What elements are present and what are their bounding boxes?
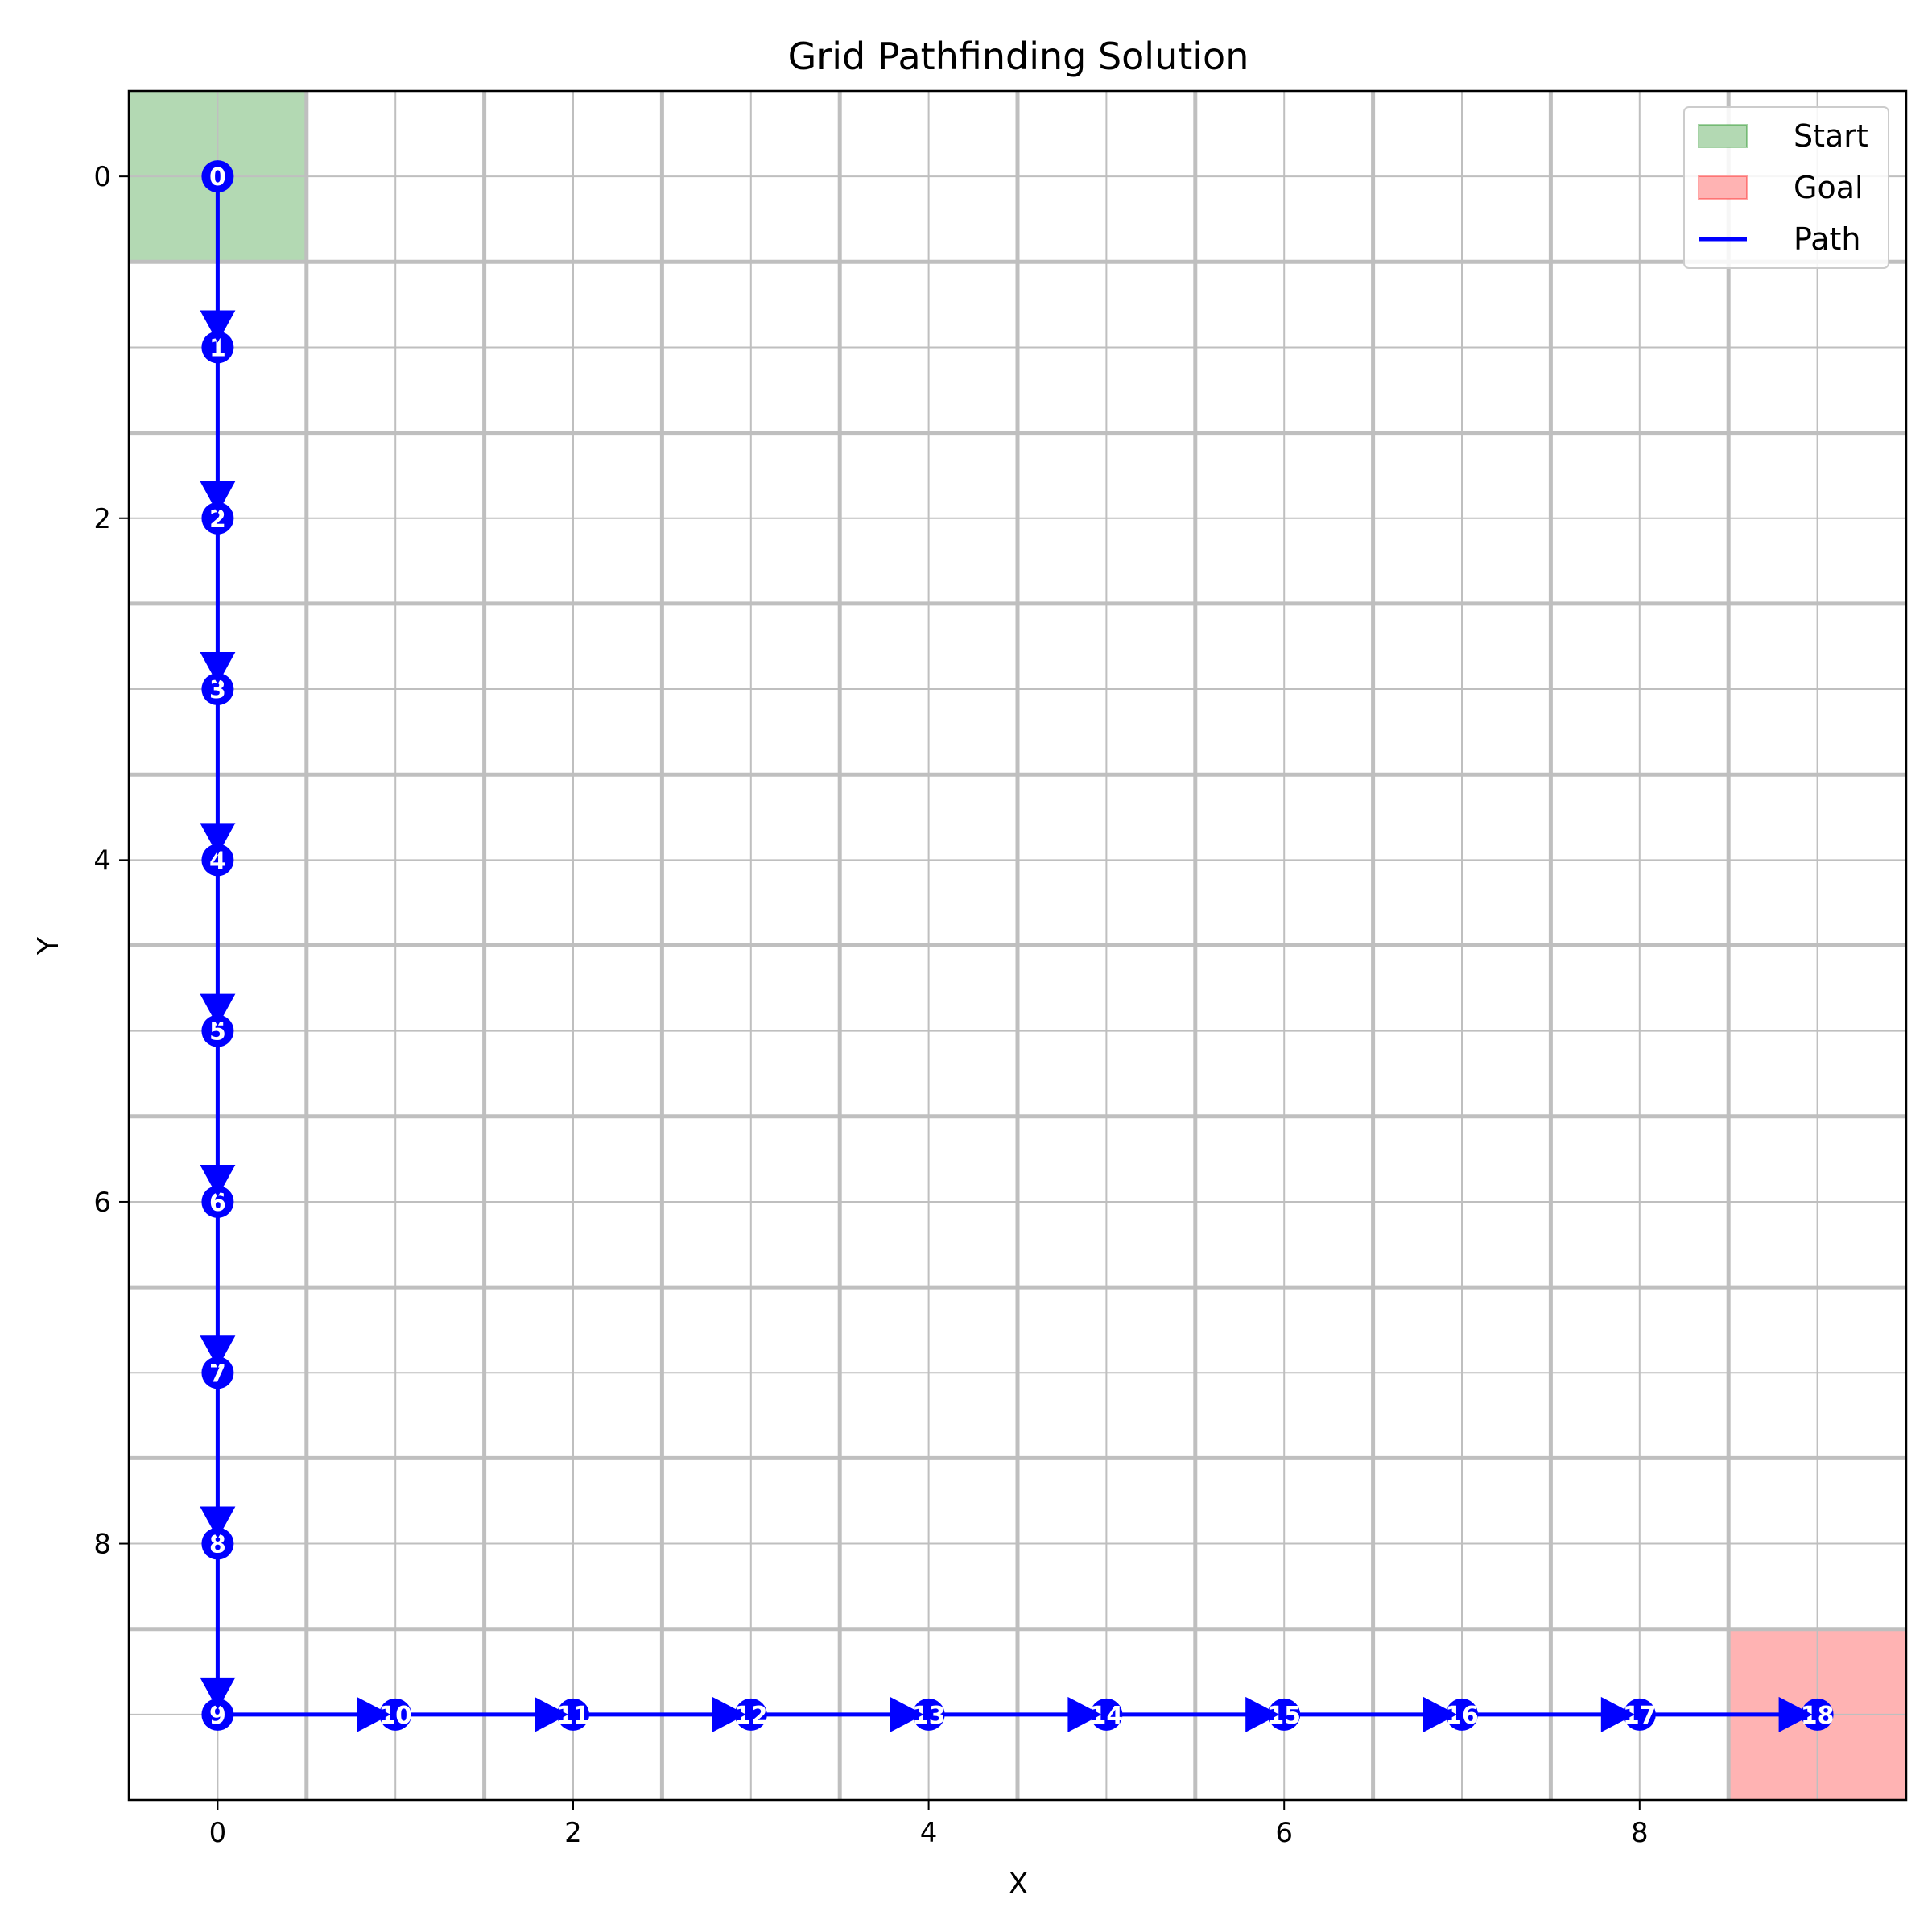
path-arrow [535,1696,568,1732]
legend-label-start: Start [1794,118,1868,154]
path-arrow [357,1696,391,1732]
x-tick-label: 2 [564,1817,582,1849]
legend: Start Goal Path [1683,106,1889,269]
path-node [201,673,234,706]
path-node-label: 9 [209,1702,226,1730]
path-arrow [1600,1696,1635,1732]
y-tick-label: 2 [93,503,111,535]
path-arrow [890,1696,924,1732]
path-arrow [1067,1696,1102,1732]
path-node-label: 2 [209,506,226,534]
path-node [201,1356,234,1389]
path-node-label: 4 [209,847,226,875]
path-node [201,160,234,193]
y-tick-label: 8 [93,1529,111,1561]
path-node-label: 5 [209,1018,226,1046]
path-node [557,1698,589,1731]
legend-swatch-start [1698,124,1748,148]
path-arrow [712,1696,746,1732]
y-axis-label: Y [32,936,65,956]
path-node-label: 0 [209,163,226,192]
path-arrow [1423,1696,1457,1732]
legend-swatch-goal [1698,175,1748,200]
path-node [379,1698,412,1731]
path-node-label: 6 [209,1189,226,1217]
path-arrow [200,1677,236,1710]
legend-label-path: Path [1794,221,1860,257]
path-arrow [200,1335,236,1368]
path-node [201,1527,234,1560]
plot-frame [127,89,1908,1802]
path-node [1801,1698,1834,1731]
y-tick-label: 6 [93,1187,111,1219]
path-arrow [200,993,236,1026]
path-arrow [200,1164,236,1197]
path-arrow [200,1506,236,1539]
path-node-label: 3 [209,676,226,704]
y-tick-label: 4 [93,844,111,877]
path-node-label: 7 [209,1360,226,1388]
path-node-label: 1 [209,334,226,362]
path-arrow [200,652,236,685]
chart-title: Grid Pathfinding Solution [788,35,1249,78]
x-tick-label: 6 [1275,1817,1293,1849]
y-tick-label: 0 [93,161,111,193]
x-tick-label: 8 [1631,1817,1649,1849]
path-arrow [1778,1696,1813,1732]
path-node [201,502,234,535]
path-node [734,1698,767,1731]
path-node [1623,1698,1656,1731]
path-node [1268,1698,1301,1731]
path-node-label: 8 [209,1531,226,1559]
path-arrow [200,310,236,343]
path-arrow [200,823,236,856]
path-node [201,1698,234,1731]
path-node [912,1698,945,1731]
path-node [201,331,234,364]
path-arrow [1245,1696,1280,1732]
path-node [201,1185,234,1218]
path-node [1090,1698,1123,1731]
legend-label-goal: Goal [1794,170,1864,205]
x-tick-label: 0 [209,1817,227,1849]
path-arrow [200,481,236,514]
x-tick-label: 4 [920,1817,938,1849]
path-node [201,1014,234,1047]
x-axis-label: X [1009,1868,1029,1901]
path-node [201,844,234,877]
path-node [1446,1698,1478,1731]
